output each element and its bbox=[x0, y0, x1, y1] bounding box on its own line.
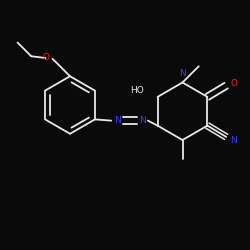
Text: N: N bbox=[139, 116, 146, 125]
Text: N: N bbox=[114, 116, 121, 125]
Text: O: O bbox=[43, 53, 50, 62]
Text: O: O bbox=[230, 78, 237, 88]
Text: N: N bbox=[230, 136, 237, 145]
Text: N: N bbox=[179, 69, 186, 78]
Text: HO: HO bbox=[130, 86, 144, 95]
